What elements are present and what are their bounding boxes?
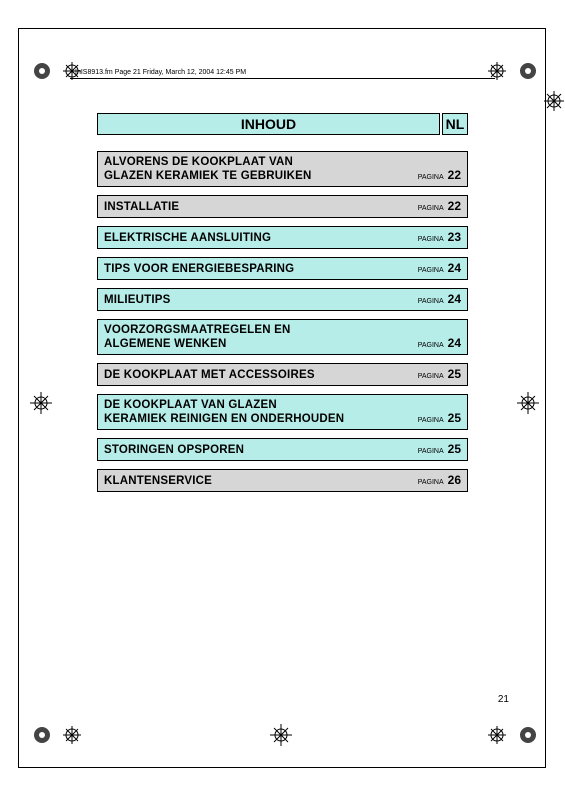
toc-entry-page: PAGINA 25 [418, 411, 461, 426]
page-label: PAGINA [418, 417, 444, 424]
title-row: INHOUD NL [97, 113, 468, 135]
crop-mark-bl [30, 720, 85, 750]
meta-header: IhIS8913.fm Page 21 Friday, March 12, 20… [75, 69, 246, 76]
crop-mark-tr [485, 56, 540, 86]
toc-entry[interactable]: ALVORENS DE KOOKPLAAT VANGLAZEN KERAMIEK… [97, 151, 468, 187]
page-label: PAGINA [418, 342, 444, 349]
toc-entry[interactable]: STORINGEN OPSPOREN PAGINA 25 [97, 438, 468, 461]
crop-mark-br [485, 720, 540, 750]
content-area: INHOUD NL ALVORENS DE KOOKPLAAT VANGLAZE… [97, 113, 468, 500]
crop-mark-mr-line [543, 90, 565, 112]
toc-entry[interactable]: TIPS VOOR ENERGIEBESPARING PAGINA 24 [97, 257, 468, 280]
title-lang: NL [442, 113, 468, 135]
page-label: PAGINA [418, 236, 444, 243]
toc-entry[interactable]: ELEKTRISCHE AANSLUITING PAGINA 23 [97, 226, 468, 249]
toc-entry[interactable]: INSTALLATIE PAGINA 22 [97, 195, 468, 218]
page-num: 25 [448, 442, 461, 456]
page-label: PAGINA [418, 174, 444, 181]
page-num: 25 [448, 411, 461, 425]
page-label: PAGINA [418, 479, 444, 486]
page-num: 23 [448, 230, 461, 244]
toc-entry-page: PAGINA 25 [418, 367, 461, 382]
page-num: 24 [448, 261, 461, 275]
toc-entry-page: PAGINA 26 [418, 473, 461, 488]
page-label: PAGINA [418, 205, 444, 212]
toc-entry-title: TIPS VOOR ENERGIEBESPARING [104, 262, 294, 276]
toc-entry-title: ALVORENS DE KOOKPLAAT VANGLAZEN KERAMIEK… [104, 155, 312, 183]
crop-mark-bc [266, 720, 296, 750]
toc-entries: ALVORENS DE KOOKPLAAT VANGLAZEN KERAMIEK… [97, 151, 468, 492]
page-num: 24 [448, 292, 461, 306]
toc-entry[interactable]: DE KOOKPLAAT MET ACCESSOIRES PAGINA 25 [97, 363, 468, 386]
toc-entry-page: PAGINA 22 [418, 168, 461, 183]
page-label: PAGINA [418, 298, 444, 305]
toc-entry[interactable]: DE KOOKPLAAT VAN GLAZENKERAMIEK REINIGEN… [97, 394, 468, 430]
page-label: PAGINA [418, 373, 444, 380]
toc-entry-title: ELEKTRISCHE AANSLUITING [104, 231, 271, 245]
toc-entry-page: PAGINA 25 [418, 442, 461, 457]
toc-entry-title: VOORZORGSMAATREGELEN ENALGEMENE WENKEN [104, 323, 290, 351]
page-num: 25 [448, 367, 461, 381]
crop-mark-mr [513, 388, 543, 418]
toc-entry-title: MILIEUTIPS [104, 293, 171, 307]
toc-entry[interactable]: VOORZORGSMAATREGELEN ENALGEMENE WENKEN PA… [97, 319, 468, 355]
toc-entry-page: PAGINA 24 [418, 261, 461, 276]
toc-entry-title: KLANTENSERVICE [104, 474, 212, 488]
page-num: 24 [448, 336, 461, 350]
toc-entry-page: PAGINA 24 [418, 292, 461, 307]
page-num: 26 [448, 473, 461, 487]
title-main: INHOUD [97, 113, 440, 135]
toc-entry[interactable]: KLANTENSERVICE PAGINA 26 [97, 469, 468, 492]
crop-mark-ml [26, 388, 56, 418]
page-label: PAGINA [418, 267, 444, 274]
page-num: 22 [448, 199, 461, 213]
page-label: PAGINA [418, 448, 444, 455]
page-num: 22 [448, 168, 461, 182]
meta-line [70, 78, 495, 79]
page-number: 21 [498, 694, 509, 705]
toc-entry-page: PAGINA 22 [418, 199, 461, 214]
toc-entry-page: PAGINA 23 [418, 230, 461, 245]
toc-entry-title: DE KOOKPLAAT MET ACCESSOIRES [104, 368, 315, 382]
toc-entry[interactable]: MILIEUTIPS PAGINA 24 [97, 288, 468, 311]
toc-entry-title: DE KOOKPLAAT VAN GLAZENKERAMIEK REINIGEN… [104, 398, 344, 426]
toc-entry-title: STORINGEN OPSPOREN [104, 443, 244, 457]
toc-entry-page: PAGINA 24 [418, 336, 461, 351]
toc-entry-title: INSTALLATIE [104, 200, 179, 214]
